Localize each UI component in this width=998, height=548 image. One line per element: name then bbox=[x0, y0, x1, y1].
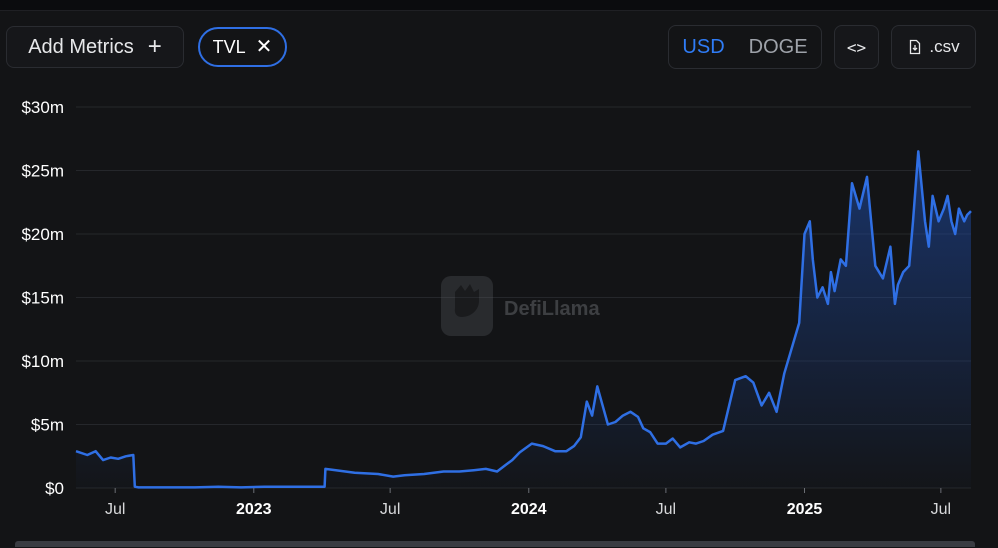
plus-icon: + bbox=[147, 33, 162, 60]
currency-option-doge[interactable]: DOGE bbox=[748, 35, 808, 58]
tvl-area bbox=[76, 151, 971, 488]
x-tick-label: 2024 bbox=[511, 501, 547, 518]
y-tick-label: $20m bbox=[21, 225, 64, 244]
watermark: DefiLlama bbox=[441, 276, 600, 336]
close-icon[interactable]: ✕ bbox=[255, 36, 273, 58]
x-tick-label: Jul bbox=[931, 501, 951, 518]
add-metrics-label: Add Metrics bbox=[28, 35, 134, 58]
y-tick-label: $30m bbox=[21, 98, 64, 117]
add-metrics-button[interactable]: Add Metrics + bbox=[6, 26, 184, 68]
x-tick-label: Jul bbox=[656, 501, 676, 518]
y-tick-label: $25m bbox=[21, 162, 64, 181]
x-tick-label: Jul bbox=[105, 501, 125, 518]
csv-label: .csv bbox=[929, 37, 960, 56]
y-tick-label: $5m bbox=[31, 416, 64, 435]
y-tick-label: $0 bbox=[45, 479, 64, 498]
code-icon: <> bbox=[846, 37, 867, 57]
watermark-text: DefiLlama bbox=[504, 298, 600, 320]
download-csv-button[interactable]: .csv bbox=[891, 25, 976, 69]
currency-toggle[interactable]: USD DOGE bbox=[668, 25, 822, 69]
y-axis-ticks: $0 $5m $10m $15m $20m $25m $30m bbox=[21, 98, 64, 498]
y-tick-label: $15m bbox=[21, 289, 64, 308]
x-tick-label: 2025 bbox=[787, 501, 823, 518]
x-tick-label: 2023 bbox=[236, 501, 272, 518]
embed-button[interactable]: <> bbox=[834, 25, 879, 69]
metric-chip-tvl[interactable]: TVL ✕ bbox=[198, 27, 287, 67]
currency-option-usd[interactable]: USD bbox=[682, 35, 725, 58]
tvl-line bbox=[75, 150, 972, 489]
x-tick-label: Jul bbox=[380, 501, 400, 518]
chart-scrollbar[interactable] bbox=[15, 541, 975, 547]
y-tick-label: $10m bbox=[21, 352, 64, 371]
x-axis-ticks: Jul 2023 Jul 2024 Jul 2025 Jul bbox=[105, 488, 951, 518]
metric-chip-label: TVL bbox=[212, 36, 246, 57]
download-file-icon bbox=[910, 39, 921, 55]
